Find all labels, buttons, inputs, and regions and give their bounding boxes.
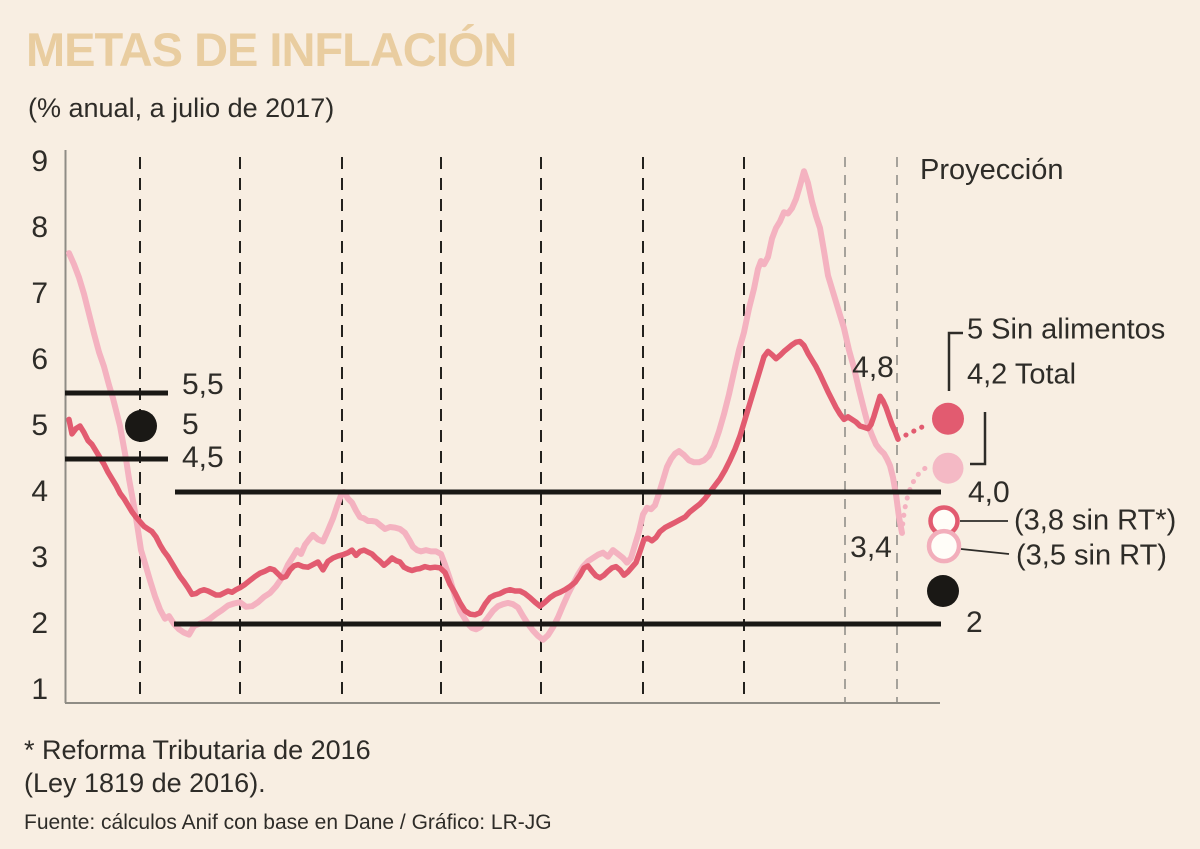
projection-annotation: Proyección	[920, 154, 1064, 186]
y-tick-label: 6	[31, 343, 48, 376]
target-midpoint-dot	[927, 575, 959, 607]
legend-bracket-total	[970, 412, 987, 466]
y-tick-label: 9	[31, 145, 48, 178]
legend-connectors	[947, 331, 1010, 555]
series-end-label-total: 3,4	[850, 531, 892, 564]
target-label: 2	[966, 606, 983, 639]
target-midpoint-dot	[125, 410, 157, 442]
axes	[64, 150, 940, 704]
series-line-sin-alimentos	[66, 338, 901, 618]
footnote-line-1: * Reforma Tributaria de 2016	[24, 735, 371, 765]
projection-dotted-link-total	[899, 463, 933, 536]
y-tick-label: 8	[31, 211, 48, 244]
footnote-line-2: (Ley 1819 de 2016).	[24, 768, 266, 798]
y-tick-label: 7	[31, 277, 48, 310]
proj-sin-alimentos-label: 5 Sin alimentos	[967, 313, 1166, 346]
y-tick-label: 2	[31, 607, 48, 640]
legend-bracket-sin-alimentos	[947, 331, 963, 391]
proj-sin-alimentos-marker	[932, 402, 964, 435]
proj-total-label: 4,2 Total	[967, 358, 1077, 391]
chart-graphics	[65, 157, 964, 702]
proj-38-sin-rt-label: (3,8 sin RT*)	[1014, 504, 1177, 537]
page-title: METAS DE INFLACIÓN	[26, 23, 517, 76]
projection-dotted-link-sin-alimentos	[895, 421, 931, 442]
target-label: 5,5	[182, 368, 224, 401]
y-tick-label: 3	[31, 541, 48, 574]
source-credit: Fuente: cálculos Anif con base en Dane /…	[24, 811, 552, 834]
y-tick-label: 4	[31, 475, 48, 508]
page-subtitle: (% anual, a julio de 2017)	[28, 93, 335, 123]
proj-total-marker	[932, 452, 964, 484]
connector-35-sin-rt	[960, 548, 1010, 555]
target-label: 4,5	[182, 441, 224, 474]
proj-35-sin-rt-marker	[926, 528, 962, 564]
target-label: 5	[182, 408, 199, 441]
proj-35-sin-rt-label: (3,5 sin RT)	[1016, 539, 1167, 572]
series-line-total	[66, 168, 905, 643]
y-tick-label: 1	[31, 673, 48, 706]
series-end-label-sin-alimentos: 4,8	[852, 351, 894, 384]
y-tick-label: 5	[31, 409, 48, 442]
target-label: 4,0	[968, 476, 1010, 509]
